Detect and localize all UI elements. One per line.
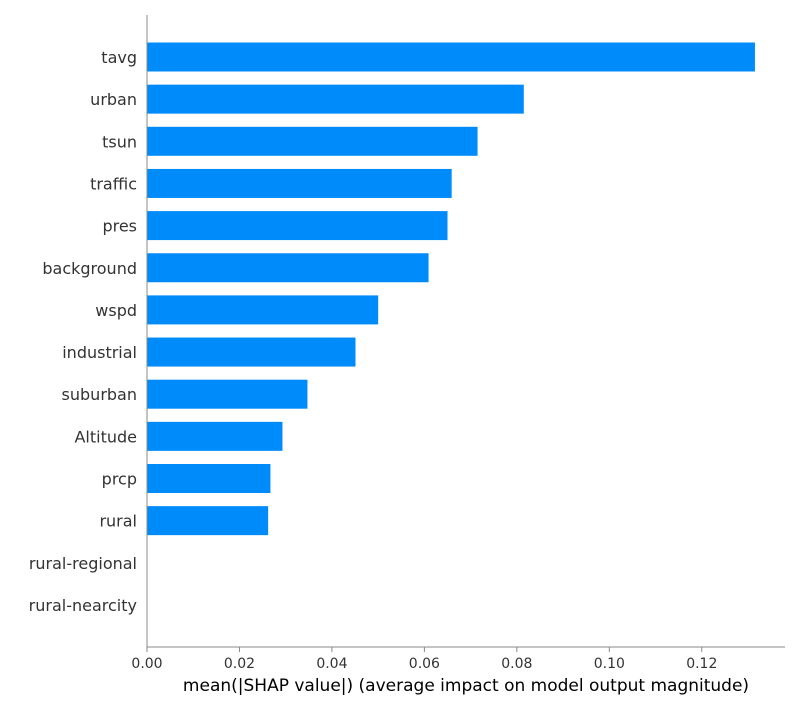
- x-tick-label: 0.04: [316, 656, 347, 672]
- y-tick-labels: tavg urban tsun traffic pres background wspd in…: [29, 48, 137, 615]
- x-tick-label: 0.00: [131, 656, 162, 672]
- bar-urban: [147, 84, 524, 114]
- x-tick-label: 0.10: [594, 656, 625, 672]
- bar-wspd: [147, 295, 379, 325]
- bar-industrial: [147, 337, 356, 367]
- x-tick-label: 0.06: [409, 656, 440, 672]
- bar-traffic: [147, 168, 452, 198]
- bar-tavg: [147, 42, 755, 72]
- y-tick-label-industrial: industrial: [62, 343, 137, 362]
- y-tick-label-prcp: prcp: [102, 470, 137, 489]
- bar-suburban: [147, 379, 308, 409]
- y-tick-label-rural-regional: rural-regional: [29, 554, 137, 573]
- bar-tsun: [147, 126, 478, 156]
- y-tick-label-urban: urban: [90, 90, 137, 109]
- x-tick-label: 0.02: [224, 656, 255, 672]
- x-tick-label: 0.12: [686, 656, 717, 672]
- y-tick-label-rural-nearcity: rural-nearcity: [29, 596, 137, 615]
- bar-altitude: [147, 421, 283, 451]
- bar-prcp: [147, 464, 271, 493]
- y-tick-label-tsun: tsun: [102, 132, 137, 151]
- y-tick-label-altitude: Altitude: [74, 427, 137, 446]
- y-tick-label-background: background: [42, 259, 137, 278]
- y-tick-label-wspd: wspd: [95, 301, 137, 320]
- bars-group: [147, 42, 755, 536]
- x-tick-label: 0.08: [501, 656, 532, 672]
- bar-rural: [147, 506, 269, 536]
- y-tick-label-tavg: tavg: [101, 48, 137, 67]
- y-tick-label-pres: pres: [102, 217, 137, 236]
- x-ticks: 0.00 0.02 0.04 0.06 0.08 0.10 0.12: [131, 647, 717, 672]
- y-tick-label-traffic: traffic: [90, 174, 137, 193]
- y-tick-label-suburban: suburban: [62, 385, 137, 404]
- y-tick-label-rural: rural: [99, 512, 137, 531]
- x-axis-title: mean(|SHAP value|) (average impact on mo…: [183, 676, 749, 696]
- bar-pres: [147, 211, 448, 241]
- bar-background: [147, 253, 429, 283]
